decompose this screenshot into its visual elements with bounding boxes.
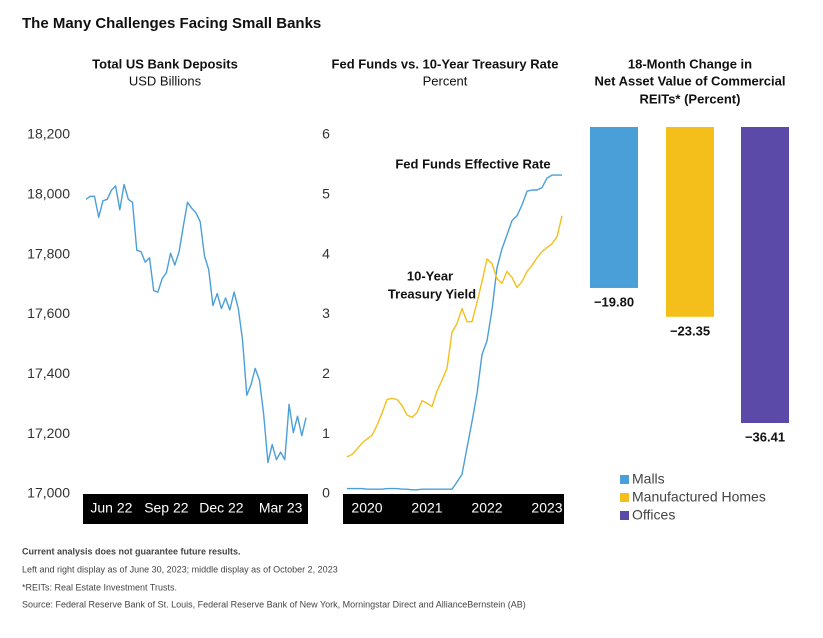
y-tick-label: 17,600 — [27, 305, 70, 321]
chart-title: Fed Funds vs. 10-Year Treasury Rate — [332, 56, 559, 71]
y-tick-label: 18,000 — [27, 186, 70, 202]
y-tick-label: 6 — [322, 126, 330, 142]
value-label: −36.41 — [745, 429, 785, 444]
y-tick-label: 1 — [322, 425, 330, 441]
legend-swatch — [620, 493, 629, 502]
x-tick-label: 2021 — [411, 500, 442, 516]
x-tick-label: 2020 — [351, 500, 382, 516]
x-tick-label: Sep 22 — [144, 500, 189, 516]
annotation: 10-Year — [407, 268, 453, 283]
chart-subtitle: Percent — [423, 73, 468, 88]
x-axis-band — [83, 494, 308, 524]
legend-label: Offices — [632, 507, 675, 523]
x-tick-label: 2022 — [471, 500, 502, 516]
footnote: Current analysis does not guarantee futu… — [22, 546, 241, 556]
x-tick-label: Mar 23 — [259, 500, 303, 516]
legend-label: Malls — [632, 471, 665, 487]
x-tick-label: Jun 22 — [90, 500, 132, 516]
y-tick-label: 5 — [322, 186, 330, 202]
bar — [741, 127, 789, 423]
chart-title: Net Asset Value of Commercial — [595, 73, 786, 88]
bar — [590, 127, 638, 288]
legend-swatch — [620, 475, 629, 484]
line — [347, 174, 562, 491]
chart-subtitle: USD Billions — [129, 73, 202, 88]
x-axis-band — [343, 494, 564, 524]
chart-title: Total US Bank Deposits — [92, 56, 238, 71]
line — [346, 215, 563, 458]
y-tick-label: 17,400 — [27, 365, 70, 381]
y-tick-label: 18,200 — [27, 126, 70, 142]
annotation: Fed Funds Effective Rate — [395, 156, 550, 171]
chart-title: 18-Month Change in — [628, 56, 752, 71]
chart-title: REITs* (Percent) — [640, 91, 741, 106]
value-label: −23.35 — [670, 323, 710, 338]
y-tick-label: 17,800 — [27, 245, 70, 261]
page-title: The Many Challenges Facing Small Banks — [22, 15, 321, 32]
footnote: Source: Federal Reserve Bank of St. Loui… — [22, 599, 526, 609]
value-label: −19.80 — [594, 294, 634, 309]
line — [85, 183, 307, 464]
y-tick-label: 3 — [322, 305, 330, 321]
footnote: Left and right display as of June 30, 20… — [22, 564, 338, 574]
y-tick-label: 4 — [322, 245, 330, 261]
x-tick-label: Dec 22 — [199, 500, 244, 516]
x-tick-label: 2023 — [531, 500, 562, 516]
bar — [666, 127, 714, 317]
y-tick-label: 17,000 — [27, 485, 70, 501]
legend-label: Manufactured Homes — [632, 489, 766, 505]
legend-swatch — [620, 511, 629, 520]
y-tick-label: 2 — [322, 365, 330, 381]
y-tick-label: 0 — [322, 485, 330, 501]
y-tick-label: 17,200 — [27, 425, 70, 441]
annotation: Treasury Yield — [388, 286, 476, 301]
footnote: *REITs: Real Estate Investment Trusts. — [22, 582, 177, 592]
